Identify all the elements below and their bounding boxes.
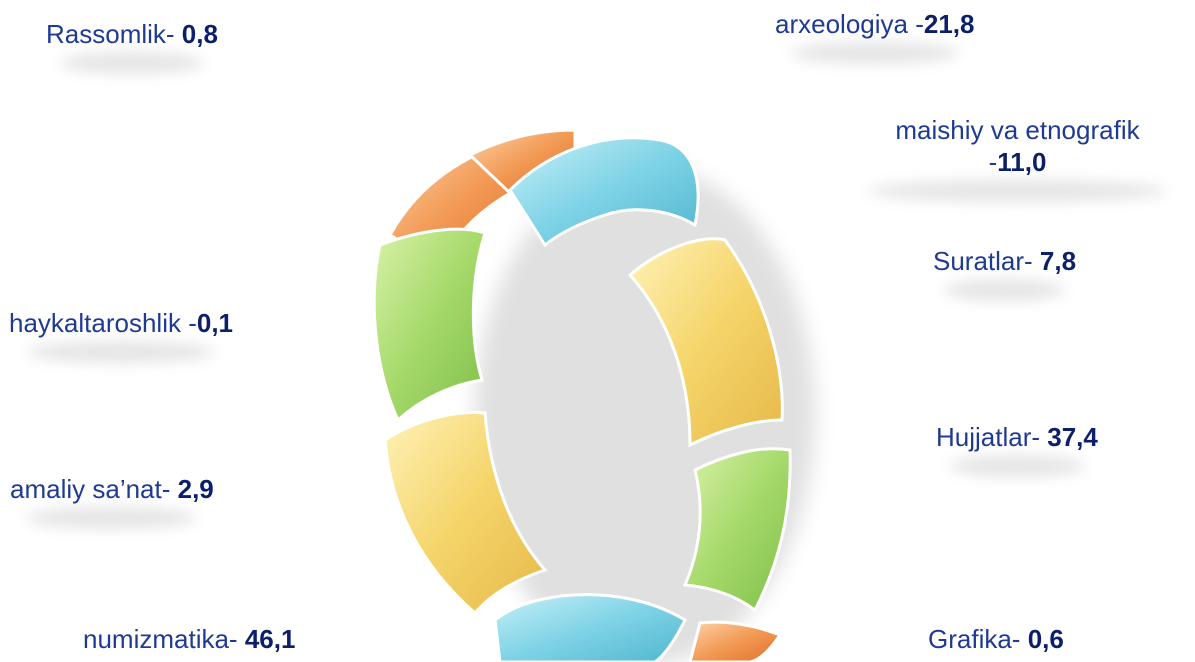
label-hujjatlar: Hujjatlar- 37,4 <box>936 421 1098 477</box>
segmented-ring-graphic <box>372 128 815 662</box>
ring-segment-green-right <box>682 447 792 613</box>
label-rassomlik-value: 0,8 <box>181 19 218 49</box>
ring-segment-blue-top <box>508 136 700 248</box>
label-suratlar: Suratlar- 7,8 <box>933 245 1077 301</box>
label-maishiy-prefix: - <box>988 147 998 177</box>
label-amaliy-sanat-value: 2,9 <box>177 474 214 504</box>
label-amaliy-sanat: amaliy sa’nat- 2,9 <box>10 473 214 529</box>
label-suratlar-name: Suratlar- <box>933 246 1040 276</box>
label-hujjatlar-name: Hujjatlar- <box>936 422 1048 452</box>
label-haykaltaroshlik: haykaltaroshlik -0,1 <box>9 307 234 363</box>
label-maishiy-value: 11,0 <box>997 147 1047 177</box>
ring-segment-yellow-left <box>383 411 548 616</box>
label-arxeologiya: arxeologiya -21,8 <box>775 8 975 64</box>
label-arxeologiya-name: arxeologiya - <box>775 9 924 39</box>
label-maishiy-name: maishiy va etnografik <box>895 115 1140 145</box>
label-hujjatlar-value: 37,4 <box>1047 422 1098 452</box>
label-numizmatika: numizmatika- 46,1 <box>83 623 295 655</box>
label-numizmatika-value: 46,1 <box>244 624 296 654</box>
label-maishiy: maishiy va etnografik -11,0 <box>840 114 1195 202</box>
label-grafika: Grafika- 0,6 <box>928 623 1064 655</box>
ring-segment-yellow-right <box>627 237 784 448</box>
ring-segment-green-left <box>372 227 487 423</box>
label-amaliy-sanat-name: amaliy sa’nat- <box>10 474 178 504</box>
label-haykaltaroshlik-name: haykaltaroshlik - <box>9 308 197 338</box>
ring-segment-blue-bottom <box>493 593 687 662</box>
ring-segment-orange-bottom <box>688 620 783 662</box>
label-haykaltaroshlik-value: 0,1 <box>196 308 234 338</box>
label-grafika-value: 0,6 <box>1027 624 1064 654</box>
label-numizmatika-name: numizmatika- <box>83 624 245 654</box>
label-rassomlik: Rassomlik- 0,8 <box>46 18 218 74</box>
label-arxeologiya-value: 21,8 <box>923 9 975 39</box>
label-grafika-name: Grafika- <box>928 624 1028 654</box>
label-suratlar-value: 7,8 <box>1039 246 1077 276</box>
label-rassomlik-name: Rassomlik- <box>46 19 182 49</box>
